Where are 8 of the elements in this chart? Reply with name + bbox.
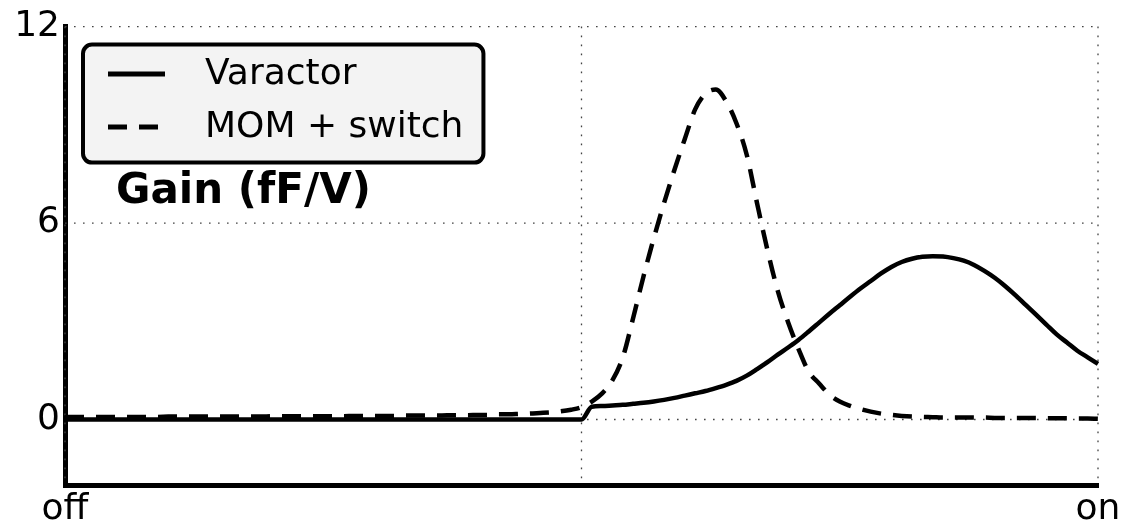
- y-tick-label: 0: [37, 395, 60, 437]
- y-tick-label: 12: [14, 2, 60, 44]
- legend-label: Varactor: [205, 51, 357, 93]
- y-axis-title: Gain (fF/V): [116, 163, 371, 213]
- x-tick-label: on: [1075, 485, 1121, 527]
- y-tick-label: 6: [37, 199, 60, 241]
- x-tick-label: off: [41, 485, 90, 527]
- legend-label: MOM + switch: [205, 104, 464, 146]
